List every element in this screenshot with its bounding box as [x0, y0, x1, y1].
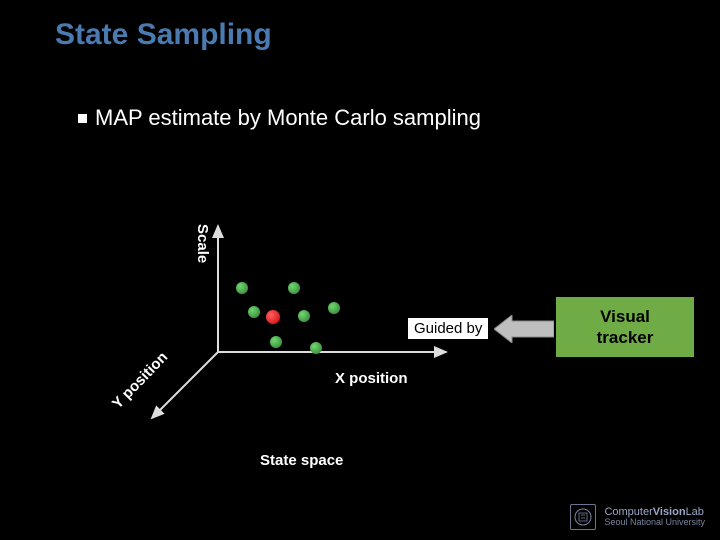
arrow-left-icon — [494, 315, 554, 343]
sample-dot — [270, 336, 282, 348]
state-space-label: State space — [260, 452, 343, 469]
visual-tracker-line1: Visual — [600, 306, 650, 327]
axis-label-x: X position — [335, 370, 408, 387]
footer-lab-bold: Vision — [653, 506, 686, 518]
axis-label-scale: Scale — [194, 224, 211, 263]
bullet-text: MAP estimate by Monte Carlo sampling — [95, 105, 481, 131]
sample-dot — [248, 306, 260, 318]
slide-title: State Sampling — [55, 18, 272, 52]
visual-tracker-line2: tracker — [597, 327, 654, 348]
map-estimate-dot — [266, 310, 280, 324]
bullet-marker-icon — [78, 114, 87, 123]
sample-dot — [310, 342, 322, 354]
sample-dot — [236, 282, 248, 294]
university-seal-icon — [570, 504, 596, 530]
visual-tracker-box: Visual tracker — [556, 297, 694, 357]
guided-by-label: Guided by — [408, 318, 488, 339]
bullet-item: MAP estimate by Monte Carlo sampling — [78, 105, 481, 131]
footer-text: ComputerVisionLab Seoul National Univers… — [604, 507, 705, 528]
sample-dot — [328, 302, 340, 314]
sample-dot — [298, 310, 310, 322]
footer: ComputerVisionLab Seoul National Univers… — [570, 504, 705, 530]
sample-dot — [288, 282, 300, 294]
footer-university: Seoul National University — [604, 518, 705, 527]
footer-lab-suffix: Lab — [686, 506, 704, 518]
footer-lab-prefix: Computer — [604, 506, 652, 518]
